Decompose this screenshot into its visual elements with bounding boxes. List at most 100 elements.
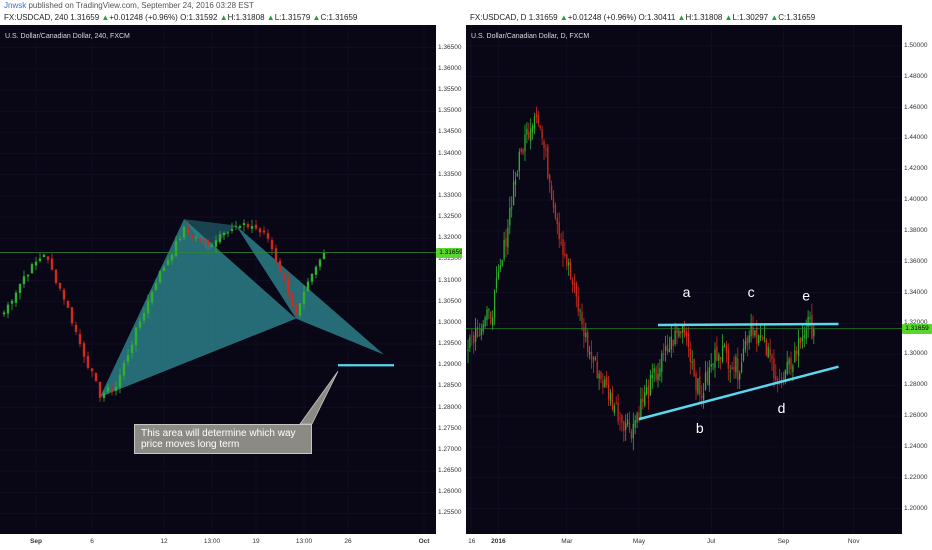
candle-body — [298, 303, 302, 316]
price-tick-label: 1.35500 — [438, 86, 462, 94]
right-chart-svg[interactable]: a b c d e — [466, 25, 902, 534]
candle-body — [62, 289, 66, 300]
candle-body — [750, 324, 752, 337]
price-tick-label: 1.34000 — [904, 288, 928, 296]
candle-body — [162, 267, 166, 272]
candle-body — [509, 207, 511, 226]
time-tick-label: 26 — [344, 538, 352, 545]
candle-body — [805, 329, 807, 339]
price-tick-label: 1.50000 — [904, 41, 928, 49]
candle-body — [218, 234, 222, 243]
price-tick-label: 1.38000 — [904, 226, 928, 234]
candle-body — [678, 330, 680, 337]
candle-body — [30, 264, 34, 274]
candle-body — [613, 405, 615, 413]
left-chart-svg[interactable] — [0, 25, 436, 534]
right-symbol-bar: FX:USDCAD, D 1.31659 ▲+0.01248 (+0.96%) … — [470, 11, 816, 25]
candle-body — [666, 344, 669, 353]
candle-body — [638, 412, 640, 421]
candle-body — [682, 325, 684, 333]
price-tick-label: 1.40000 — [904, 196, 928, 204]
time-tick-label: Sep — [30, 538, 42, 545]
price-tick-label: 1.31000 — [438, 276, 462, 284]
author-link[interactable]: Jnwsk — [4, 1, 27, 10]
candle-body — [619, 417, 621, 419]
time-tick-label: 13:00 — [295, 538, 313, 545]
candle-body — [242, 223, 246, 226]
price-tick-label: 1.28000 — [438, 403, 462, 411]
candle-body — [653, 368, 655, 373]
candle-body — [528, 131, 530, 139]
right-chart-title: U.S. Dollar/Canadian Dollar, D, FXCM — [471, 33, 590, 40]
candle-body — [674, 330, 676, 345]
price-tick-label: 1.22000 — [904, 473, 928, 481]
candle-body — [488, 309, 490, 311]
price-tick-label: 1.25500 — [438, 509, 462, 517]
candle-body — [782, 377, 785, 379]
candle-body — [314, 266, 318, 275]
time-tick-label: 19 — [252, 538, 260, 545]
candle-body — [102, 393, 106, 399]
right-chart-panel[interactable]: a b c d e U.S. Dollar/Canadian Dollar, D, FX… — [466, 25, 902, 534]
candle-body — [718, 354, 720, 361]
candle-body — [290, 293, 294, 307]
right-price-axis[interactable]: 1.50000 1.48000 1.46000 1.44000 1.42000 1.400… — [902, 25, 932, 534]
candle-body — [617, 402, 619, 422]
candle-body — [590, 352, 593, 360]
price-tick-label: 1.28500 — [438, 382, 462, 390]
left-price-axis[interactable]: 1.36500 1.36000 1.35500 1.35000 1.34500 1.340… — [436, 25, 466, 534]
candle-body — [706, 370, 709, 383]
candle-body — [568, 262, 570, 266]
candle-body — [78, 333, 82, 345]
candle-body — [645, 387, 648, 395]
candle-body — [493, 290, 496, 318]
candle-body — [467, 349, 469, 352]
candle-body — [126, 355, 130, 362]
candle-body — [784, 370, 786, 383]
candle-body — [659, 368, 661, 377]
candle-body — [573, 282, 576, 285]
candle-body — [786, 361, 788, 374]
candle-body — [657, 374, 659, 381]
candle-body — [566, 254, 568, 266]
candle-body — [497, 272, 500, 279]
candle-body — [210, 245, 214, 247]
candle-body — [554, 204, 557, 218]
candles — [467, 106, 815, 451]
panel-divider[interactable] — [462, 25, 466, 550]
price-tick-label: 1.31500 — [438, 255, 462, 263]
candle-body — [655, 368, 657, 380]
candle-body — [579, 310, 581, 312]
candle-body — [34, 261, 38, 266]
time-tick-label: Mar — [561, 538, 573, 545]
candle-body — [807, 316, 809, 327]
candle-body — [607, 384, 610, 400]
candles — [2, 219, 326, 402]
right-time-axis[interactable]: 16 2016 Mar May Jul Sep Nov — [466, 534, 932, 550]
right-change: +0.01248 (+0.96%) — [567, 13, 637, 22]
left-chart-panel[interactable]: U.S. Dollar/Canadian Dollar, 240, FXCM — [0, 25, 436, 534]
candle-body — [166, 259, 170, 266]
candle-body — [664, 346, 667, 351]
candle-body — [676, 327, 678, 334]
candle-body — [803, 335, 805, 338]
candle-body — [710, 364, 712, 367]
candle-body — [130, 344, 134, 354]
publish-bar: Jnwsk published on TradingView.com, Sept… — [0, 0, 932, 11]
candle-body — [670, 336, 672, 350]
annotation-callout[interactable]: This area will determine which way price… — [134, 424, 312, 454]
candle-body — [649, 375, 652, 396]
candle-body — [680, 330, 682, 335]
candle-body — [14, 292, 18, 303]
candle-body — [174, 241, 178, 256]
candle-body — [42, 254, 46, 258]
price-tick-label: 1.32000 — [904, 319, 928, 327]
candle-body — [731, 367, 733, 370]
time-tick-label: May — [632, 538, 646, 545]
candle-body — [697, 378, 699, 394]
candle-body — [302, 291, 306, 304]
candle-body — [754, 330, 756, 336]
candle-body — [729, 370, 731, 372]
right-last: 1.31659 — [528, 13, 558, 22]
left-time-axis[interactable]: Sep 6 12 13:00 19 13:00 26 Oct — [0, 534, 462, 550]
